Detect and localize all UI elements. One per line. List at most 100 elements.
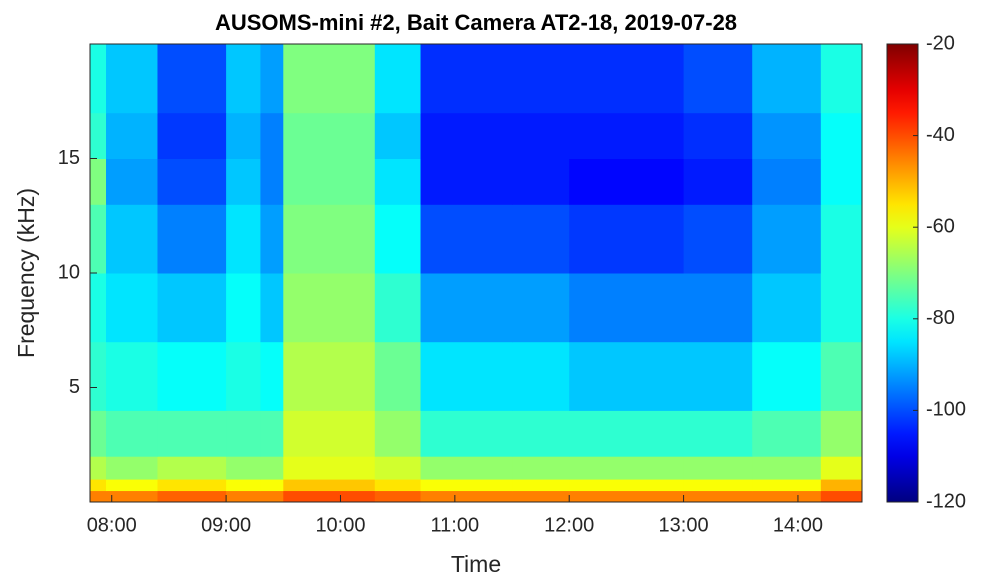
heatmap-cell xyxy=(90,410,107,457)
heatmap-cell xyxy=(569,479,685,492)
heatmap-cell xyxy=(569,456,685,480)
heatmap-cell xyxy=(106,456,158,480)
heatmap-cell xyxy=(374,273,422,343)
heatmap-cell xyxy=(512,410,570,457)
heatmap-cell xyxy=(106,158,158,205)
colorbar xyxy=(886,43,919,503)
heatmap-cell xyxy=(157,410,227,457)
heatmap-cell xyxy=(374,204,422,274)
heatmap-cell xyxy=(157,341,227,411)
heatmap-cell xyxy=(683,112,753,159)
heatmap-cell xyxy=(260,341,284,411)
heatmap-cell xyxy=(820,479,863,492)
y-tick-label: 5 xyxy=(69,376,80,398)
heatmap-cell xyxy=(420,204,513,274)
heatmap-cell xyxy=(374,44,422,114)
y-tick-label: 10 xyxy=(58,261,80,283)
heatmap-cell xyxy=(569,112,685,159)
heatmap-cell xyxy=(569,341,685,411)
colorbar-tick-label: -100 xyxy=(926,399,966,421)
colorbar-tick-label: -120 xyxy=(926,490,966,512)
heatmap-cell xyxy=(683,479,753,492)
chart-title: AUSOMS-mini #2, Bait Camera AT2-18, 2019… xyxy=(215,10,737,35)
heatmap-cell xyxy=(283,158,376,205)
heatmap-cell xyxy=(569,44,685,114)
heatmap-cell xyxy=(569,490,685,503)
heatmap-cell xyxy=(752,44,822,114)
heatmap-cell xyxy=(752,112,822,159)
heatmap-cell xyxy=(374,479,422,492)
x-axis-label: Time xyxy=(451,551,501,577)
heatmap-cell xyxy=(683,273,753,343)
heatmap-cell xyxy=(260,158,284,205)
heatmap-cell xyxy=(226,44,261,114)
heatmap-cell xyxy=(752,479,822,492)
heatmap-cell xyxy=(283,44,376,114)
heatmap-cell xyxy=(226,112,261,159)
heatmap-cell xyxy=(283,490,376,503)
heatmap-cell xyxy=(260,456,284,480)
x-tick-label: 13:00 xyxy=(659,514,709,536)
heatmap-cell xyxy=(226,341,261,411)
heatmap-cell xyxy=(820,44,863,114)
heatmap-cell xyxy=(226,456,261,480)
heatmap-cell xyxy=(226,204,261,274)
heatmap-cell xyxy=(106,204,158,274)
heatmap-cell xyxy=(260,273,284,343)
heatmap-cell xyxy=(106,410,158,457)
heatmap-cell xyxy=(260,479,284,492)
heatmap-cell xyxy=(752,490,822,503)
heatmap-cell xyxy=(106,44,158,114)
heatmap-cell xyxy=(683,456,753,480)
heatmap-cell xyxy=(157,44,227,114)
heatmap-cell xyxy=(420,112,513,159)
heatmap-cell xyxy=(283,112,376,159)
heatmap-cell xyxy=(157,456,227,480)
heatmap-cell xyxy=(752,456,822,480)
heatmap-cell xyxy=(512,112,570,159)
colorbar-tick-label: -80 xyxy=(926,307,955,329)
heatmap-cell xyxy=(512,273,570,343)
heatmap-cell xyxy=(90,479,107,492)
heatmap-cell xyxy=(106,341,158,411)
x-tick-label: 11:00 xyxy=(431,514,480,536)
x-tick-label: 14:00 xyxy=(773,514,823,536)
heatmap-cell xyxy=(374,158,422,205)
heatmap-cell xyxy=(283,410,376,457)
heatmap-cell xyxy=(106,490,158,503)
heatmap-cell xyxy=(226,410,261,457)
heatmap-cell xyxy=(283,456,376,480)
heatmap-cell xyxy=(569,158,685,205)
heatmap-cell xyxy=(820,341,863,411)
heatmap-cell xyxy=(820,273,863,343)
heatmap-cell xyxy=(90,112,107,159)
heatmap-cell xyxy=(820,158,863,205)
heatmap-cell xyxy=(420,479,513,492)
heatmap-cell xyxy=(752,341,822,411)
heatmap-cell xyxy=(106,479,158,492)
colorbar-tick-label: -40 xyxy=(926,124,955,146)
heatmap-cell xyxy=(569,410,685,457)
heatmap-cell xyxy=(283,479,376,492)
heatmap-cell xyxy=(90,204,107,274)
heatmap-cell xyxy=(157,112,227,159)
x-tick-label: 12:00 xyxy=(544,514,594,536)
heatmap-cell xyxy=(157,273,227,343)
heatmap-cell xyxy=(512,204,570,274)
heatmap-cell xyxy=(260,44,284,114)
heatmap-cell xyxy=(90,341,107,411)
heatmap-cell xyxy=(512,44,570,114)
heatmap-cell xyxy=(752,204,822,274)
heatmap-cell xyxy=(90,44,107,114)
heatmap-cell xyxy=(260,410,284,457)
heatmap-cell xyxy=(683,158,753,205)
heatmap-cell xyxy=(283,273,376,343)
heatmap-cell xyxy=(106,273,158,343)
heatmap-cell xyxy=(512,341,570,411)
heatmap-cell xyxy=(683,204,753,274)
heatmap-cell xyxy=(157,204,227,274)
heatmap-cell xyxy=(90,456,107,480)
y-axis-label: Frequency (kHz) xyxy=(13,188,39,358)
